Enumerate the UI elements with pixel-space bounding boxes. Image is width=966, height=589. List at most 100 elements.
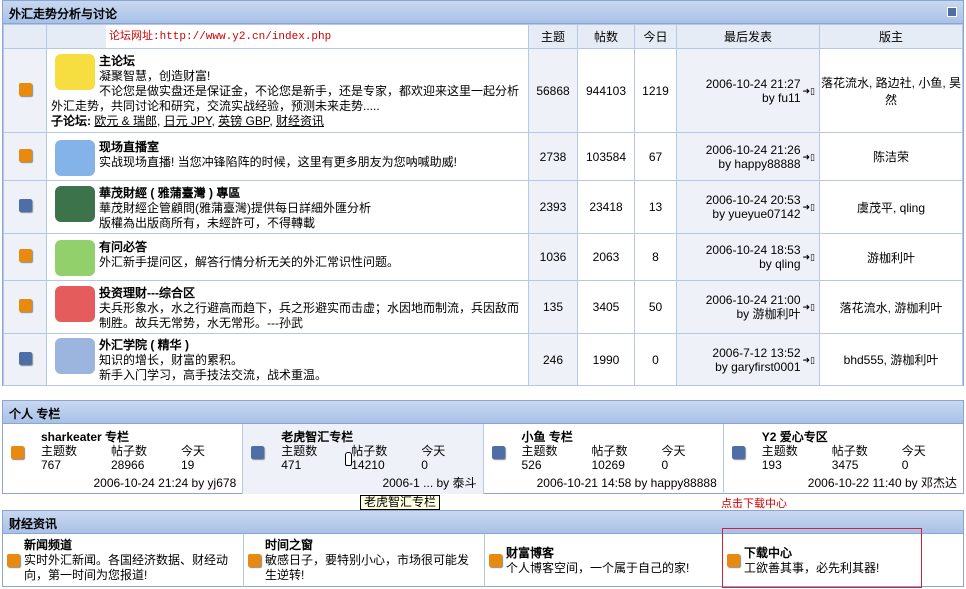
column-name-link[interactable]: 老虎智汇专栏 (281, 430, 354, 444)
forum-row: 现场直播室 实战现场直播! 当您冲锋陷阵的时候，这里有更多朋友为您呐喊助威! 2… (3, 132, 963, 181)
post-count: 28966 (111, 458, 145, 472)
column-status-icon (11, 446, 24, 459)
item-status-icon (248, 554, 261, 567)
collapse-icon[interactable] (947, 7, 957, 17)
last-post-time: 2006-10-24 18:53 (705, 243, 801, 257)
last-post-author[interactable]: by garyfirst0001 (715, 359, 801, 374)
today-count: 67 (634, 132, 677, 181)
forum-row: 投资理财---综合区 夫兵形象水，水之行避高而趋下，兵之形避实而击虚；水因地而制… (3, 280, 963, 334)
go-last-post-icon[interactable]: ➜▯ (802, 202, 816, 212)
finance-item: 新闻频道 实时外汇新闻。各国经济数据、财经动向，第一时间为您报道! (3, 534, 244, 587)
forum-picture-icon (55, 240, 95, 276)
last-post-author[interactable]: by happy88888 (718, 156, 801, 171)
subforum-link[interactable]: 英镑 GBP (218, 114, 270, 128)
item-name-link[interactable]: 时间之窗 (265, 538, 314, 552)
last-post-author[interactable]: by fu11 (762, 90, 801, 105)
column-name-link[interactable]: sharkeater 专栏 (41, 430, 130, 444)
post-count: 2063 (577, 233, 635, 281)
go-last-post-icon[interactable]: ➜▯ (802, 85, 816, 96)
post-count: 23418 (577, 180, 635, 234)
forum-description-extra: 新手入门学习，高手技法交流，战术重温。 (99, 368, 328, 382)
go-last-post-icon[interactable]: ➜▯ (802, 252, 816, 262)
forum-row: 有问必答 外汇新手提问区，解答行情分析无关的外汇常识性问题。 1036 2063… (3, 233, 963, 281)
forum-name-link[interactable]: 现场直播室 (99, 139, 160, 154)
go-last-post-icon[interactable]: ➜▯ (802, 354, 816, 365)
forum-description-extra: 不论您是做实盘还是保证金，不论您是新手，还是专家，都欢迎来这里一起分析外汇走势，… (51, 84, 520, 113)
subforum-link[interactable]: 日元 JPY (163, 114, 212, 128)
forum-row: 主论坛 凝聚智慧，创造财富! 不论您是做实盘还是保证金，不论您是新手，还是专家，都… (3, 48, 963, 133)
column-name-link[interactable]: 小鱼 专栏 (521, 430, 573, 444)
forum-status-icon (18, 82, 32, 96)
last-post-time: 2006-7-12 13:52 (712, 345, 801, 360)
forex-forum-section: 外汇走势分析与讨论 主题 帖数 今日 最后发表 版主 主论坛 凝聚智慧，创造财富… (2, 0, 964, 386)
last-post: 2006-10-21 14:58 by happy88888 (536, 476, 717, 490)
personal-column: 小鱼 专栏 主题数 帖子数 今天 526 10269 0 2006-10-21 14:5… (484, 424, 724, 494)
forum-name-link[interactable]: 外汇学院 ( 精华 ) (99, 338, 189, 352)
today-count: 13 (634, 180, 677, 234)
column-status-icon (491, 446, 505, 459)
forum-status-icon (18, 249, 32, 262)
item-name-link[interactable]: 下载中心 (744, 545, 793, 560)
moderators: 游枷利叶 (819, 233, 963, 281)
forum-description: 外汇新手提问区，解答行情分析无关的外汇常识性问题。 (99, 255, 400, 269)
topic-count: 193 (761, 458, 782, 472)
forum-row: 華茂財經 ( 雅蒲臺灣 ) 專區 華茂財經企管顧問(雅蒲臺灣)提供每日詳細外匯分… (3, 180, 963, 234)
forum-name-link[interactable]: 華茂財經 ( 雅蒲臺灣 ) 專區 (99, 185, 241, 200)
label-today: 今天 (421, 444, 446, 458)
topic-count: 56868 (528, 48, 578, 133)
label-topics: 主题数 (521, 444, 558, 458)
col-posts: 帖数 (577, 24, 635, 49)
forum-description: 知识的增长，财富的累积。 (99, 353, 244, 367)
item-name-link[interactable]: 财富博客 (506, 545, 555, 560)
go-last-post-icon[interactable]: ➜▯ (802, 151, 816, 162)
forum-name-link[interactable]: 主论坛 (99, 54, 136, 68)
finance-item: 时间之窗 敏感日子，要特别小心，市场很可能发生逆转! (244, 534, 485, 587)
topic-count: 526 (521, 458, 542, 472)
topic-count: 471 (281, 458, 302, 472)
forum-picture-icon (55, 54, 95, 90)
url-overlay: 论坛网址:http://www.y2.cn/index.php (106, 25, 528, 48)
last-post: 2006-10-22 11:40 by 邓杰达 (807, 476, 957, 490)
go-last-post-icon[interactable]: ➜▯ (802, 302, 816, 312)
topic-count: 135 (528, 280, 578, 334)
personal-columns-row: sharkeater 专栏 主题数 帖子数 今天 767 28966 19 2006-1… (3, 424, 963, 494)
subforum-label: 子论坛: (51, 114, 91, 128)
topic-count: 1036 (528, 233, 578, 281)
subforum-link[interactable]: 财经资讯 (275, 114, 324, 128)
forum-name-link[interactable]: 有问必答 (99, 240, 148, 254)
label-today: 今天 (661, 444, 686, 458)
item-status-icon (489, 554, 502, 567)
last-post-author[interactable]: by yueyue07142 (712, 207, 801, 221)
today-count: 0 (661, 458, 669, 472)
today-count: 19 (181, 458, 195, 472)
forum-description-extra: 版權為出版商所有，未經許可，不得轉載 (99, 215, 316, 230)
post-count: 103584 (577, 132, 635, 181)
today-count: 0 (634, 333, 677, 386)
column-name-link[interactable]: Y2 爱心专区 (761, 430, 828, 444)
moderators: 陈洁荣 (819, 132, 963, 181)
personal-column: Y2 爱心专区 主题数 帖子数 今天 193 3475 0 2006-10-22 11:… (724, 424, 963, 494)
col-today: 今日 (634, 24, 677, 49)
forum-picture-icon (55, 285, 95, 322)
finance-item: 下载中心 工欲善其事，必先利其器! (723, 534, 963, 587)
highlight-box (722, 528, 922, 588)
subforum-link[interactable]: 欧元 & 瑞郎 (94, 114, 158, 128)
item-name-link[interactable]: 新闻频道 (24, 538, 73, 552)
last-post-author[interactable]: by qling (759, 257, 801, 271)
forum-status-icon (18, 299, 32, 312)
last-post-author[interactable]: by 游枷利叶 (736, 307, 801, 321)
personal-column: sharkeater 专栏 主题数 帖子数 今天 767 28966 19 2006-1… (3, 424, 244, 494)
post-count: 3475 (831, 458, 859, 472)
forum-picture-icon (55, 139, 95, 176)
annotation-text: 点击下载中心 (721, 498, 787, 510)
forum-name-link[interactable]: 投资理财---综合区 (99, 285, 195, 300)
today-count: 1219 (634, 48, 677, 133)
forum-status-icon (18, 351, 32, 365)
col-last-post: 最后发表 (676, 24, 820, 49)
item-description: 实时外汇新闻。各国经济数据、财经动向，第一时间为您报道! (24, 553, 229, 582)
forum-description: 凝聚智慧，创造财富! (99, 69, 211, 83)
item-description: 个人博客空间，一个属于自己的家! (506, 560, 690, 575)
topic-count: 246 (528, 333, 578, 386)
forum-table: 主题 帖数 今日 最后发表 版主 主论坛 凝聚智慧，创造财富! 不论您是做实盘还是… (3, 24, 963, 386)
finance-items-row: 新闻频道 实时外汇新闻。各国经济数据、财经动向，第一时间为您报道! 时间之窗 敏… (3, 534, 963, 587)
